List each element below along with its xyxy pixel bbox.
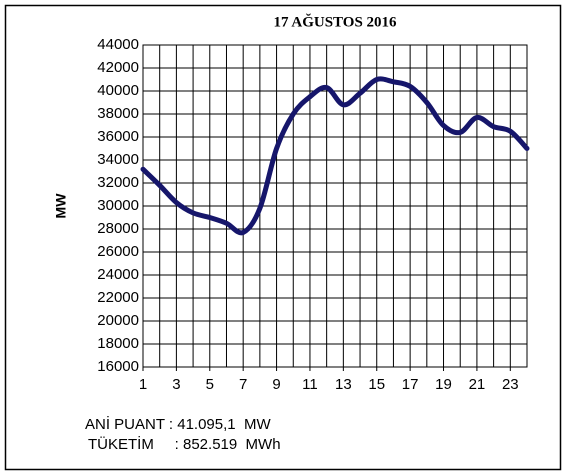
- x-tick-label: 17: [402, 376, 419, 393]
- x-tick-label: 19: [435, 376, 452, 393]
- annotation: TÜKETİM : 852.519 MWh: [88, 435, 281, 453]
- y-tick-label: 42000: [97, 59, 139, 76]
- y-tick-label: 40000: [97, 82, 139, 99]
- x-tick-label: 1: [139, 376, 147, 393]
- x-tick-label: 3: [172, 376, 180, 393]
- x-tick-label: 13: [335, 376, 352, 393]
- y-tick-label: 18000: [97, 335, 139, 352]
- y-tick-label: 28000: [97, 220, 139, 237]
- y-tick-label: 32000: [97, 174, 139, 191]
- x-tick-label: 23: [502, 376, 519, 393]
- y-tick-label: 16000: [97, 358, 139, 375]
- x-tick-label: 15: [368, 376, 385, 393]
- frame: [4, 4, 562, 471]
- annotation: ANİ PUANT : 41.095,1 MW: [85, 415, 271, 433]
- y-tick-label: 44000: [97, 36, 139, 53]
- plot-border: [142, 44, 528, 368]
- y-axis-label: MW: [53, 193, 69, 219]
- y-tick-label: 36000: [97, 128, 139, 145]
- y-tick-label: 24000: [97, 266, 139, 283]
- y-tick-label: 38000: [97, 105, 139, 122]
- x-tick-label: 5: [206, 376, 214, 393]
- y-tick-label: 26000: [97, 243, 139, 260]
- x-tick-label: 7: [239, 376, 247, 393]
- y-tick-label: 20000: [97, 312, 139, 329]
- chart-title: 17 AĞUSTOS 2016: [273, 13, 397, 30]
- y-tick-label: 22000: [97, 289, 139, 306]
- x-tick-label: 11: [302, 376, 318, 393]
- y-tick-label: 34000: [97, 151, 139, 168]
- x-tick-label: 21: [469, 376, 486, 393]
- y-tick-label: 30000: [97, 197, 139, 214]
- x-tick-label: 9: [272, 376, 280, 393]
- line-series: [140, 76, 530, 236]
